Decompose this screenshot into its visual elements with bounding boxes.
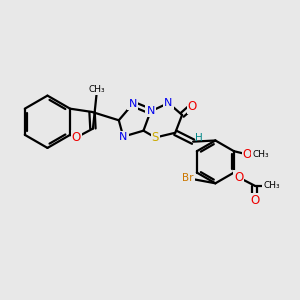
Text: O: O	[72, 131, 81, 144]
Text: CH₃: CH₃	[263, 181, 280, 190]
Text: O: O	[250, 194, 259, 207]
Text: O: O	[188, 100, 197, 112]
Text: N: N	[164, 98, 172, 108]
Text: Br: Br	[182, 173, 194, 183]
Text: O: O	[234, 171, 243, 184]
Text: O: O	[243, 148, 252, 161]
Text: N: N	[119, 132, 128, 142]
Text: H: H	[195, 133, 203, 143]
Text: N: N	[129, 99, 137, 109]
Text: S: S	[152, 131, 159, 144]
Text: N: N	[146, 106, 155, 116]
Text: CH₃: CH₃	[252, 150, 269, 159]
Text: CH₃: CH₃	[89, 85, 105, 94]
